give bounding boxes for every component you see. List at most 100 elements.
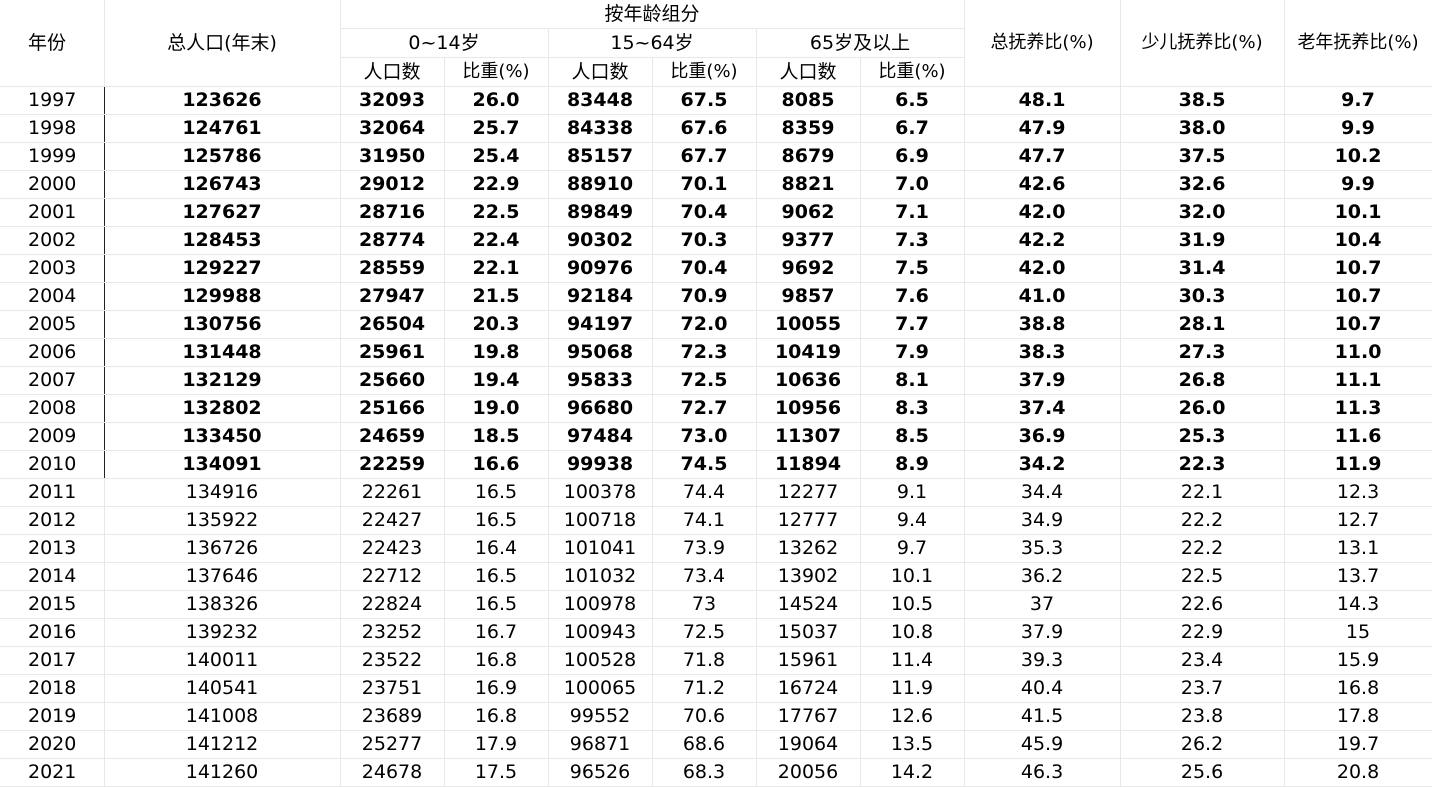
cell-population-0-14[interactable]: 22824 bbox=[340, 590, 445, 619]
cell-total-dependency[interactable]: 37.9 bbox=[964, 618, 1121, 647]
cell-total-dependency[interactable]: 35.3 bbox=[964, 534, 1121, 563]
cell-share-15-64[interactable]: 73.9 bbox=[652, 534, 757, 563]
cell-share-15-64[interactable]: 74.4 bbox=[652, 478, 757, 507]
cell-share-0-14[interactable]: 16.5 bbox=[444, 478, 549, 507]
cell-total-population[interactable]: 141008 bbox=[104, 702, 341, 731]
cell-share-0-14[interactable]: 16.5 bbox=[444, 562, 549, 591]
cell-total-population[interactable]: 136726 bbox=[104, 534, 341, 563]
header-child-dependency[interactable]: 少儿抚养比(%) bbox=[1120, 0, 1285, 87]
cell-population-15-64[interactable]: 90976 bbox=[548, 254, 653, 283]
cell-population-65-plus[interactable]: 13262 bbox=[756, 534, 861, 563]
cell-share-0-14[interactable]: 25.7 bbox=[444, 114, 549, 143]
cell-share-15-64[interactable]: 73.0 bbox=[652, 422, 757, 451]
cell-population-0-14[interactable]: 26504 bbox=[340, 310, 445, 339]
cell-population-15-64[interactable]: 85157 bbox=[548, 142, 653, 171]
cell-total-population[interactable]: 124761 bbox=[104, 114, 341, 143]
cell-old-dependency[interactable]: 17.8 bbox=[1284, 702, 1432, 731]
cell-child-dependency[interactable]: 22.9 bbox=[1120, 618, 1285, 647]
cell-child-dependency[interactable]: 27.3 bbox=[1120, 338, 1285, 367]
cell-total-population[interactable]: 138326 bbox=[104, 590, 341, 619]
cell-total-population[interactable]: 125786 bbox=[104, 142, 341, 171]
cell-total-population[interactable]: 130756 bbox=[104, 310, 341, 339]
cell-population-65-plus[interactable]: 10055 bbox=[756, 310, 861, 339]
cell-population-0-14[interactable]: 24678 bbox=[340, 758, 445, 787]
header-group-15-64[interactable]: 15~64岁 bbox=[548, 28, 757, 58]
cell-total-population[interactable]: 131448 bbox=[104, 338, 341, 367]
cell-share-65-plus[interactable]: 12.6 bbox=[860, 702, 965, 731]
cell-population-15-64[interactable]: 99552 bbox=[548, 702, 653, 731]
cell-population-65-plus[interactable]: 9062 bbox=[756, 198, 861, 227]
cell-total-dependency[interactable]: 41.0 bbox=[964, 282, 1121, 311]
cell-year[interactable]: 2006 bbox=[0, 338, 105, 367]
cell-population-0-14[interactable]: 23252 bbox=[340, 618, 445, 647]
cell-share-0-14[interactable]: 16.8 bbox=[444, 702, 549, 731]
header-population-0-14[interactable]: 人口数 bbox=[340, 57, 445, 87]
cell-total-population[interactable]: 128453 bbox=[104, 226, 341, 255]
cell-share-15-64[interactable]: 72.0 bbox=[652, 310, 757, 339]
cell-old-dependency[interactable]: 9.9 bbox=[1284, 170, 1432, 199]
cell-old-dependency[interactable]: 11.9 bbox=[1284, 450, 1432, 479]
cell-old-dependency[interactable]: 16.8 bbox=[1284, 674, 1432, 703]
cell-share-15-64[interactable]: 74.5 bbox=[652, 450, 757, 479]
cell-child-dependency[interactable]: 23.8 bbox=[1120, 702, 1285, 731]
cell-total-dependency[interactable]: 41.5 bbox=[964, 702, 1121, 731]
cell-old-dependency[interactable]: 11.6 bbox=[1284, 422, 1432, 451]
cell-population-65-plus[interactable]: 8679 bbox=[756, 142, 861, 171]
cell-share-0-14[interactable]: 16.8 bbox=[444, 646, 549, 675]
cell-share-0-14[interactable]: 21.5 bbox=[444, 282, 549, 311]
cell-child-dependency[interactable]: 25.6 bbox=[1120, 758, 1285, 787]
header-old-dependency[interactable]: 老年抚养比(%) bbox=[1284, 0, 1432, 87]
cell-population-15-64[interactable]: 92184 bbox=[548, 282, 653, 311]
cell-share-65-plus[interactable]: 14.2 bbox=[860, 758, 965, 787]
cell-total-population[interactable]: 134091 bbox=[104, 450, 341, 479]
cell-population-0-14[interactable]: 23522 bbox=[340, 646, 445, 675]
cell-population-65-plus[interactable]: 14524 bbox=[756, 590, 861, 619]
cell-old-dependency[interactable]: 9.7 bbox=[1284, 86, 1432, 115]
cell-population-65-plus[interactable]: 12277 bbox=[756, 478, 861, 507]
cell-population-65-plus[interactable]: 9857 bbox=[756, 282, 861, 311]
cell-year[interactable]: 2021 bbox=[0, 758, 105, 787]
cell-population-65-plus[interactable]: 10419 bbox=[756, 338, 861, 367]
cell-share-0-14[interactable]: 16.9 bbox=[444, 674, 549, 703]
cell-share-15-64[interactable]: 72.3 bbox=[652, 338, 757, 367]
cell-child-dependency[interactable]: 23.7 bbox=[1120, 674, 1285, 703]
cell-old-dependency[interactable]: 13.1 bbox=[1284, 534, 1432, 563]
cell-old-dependency[interactable]: 10.7 bbox=[1284, 310, 1432, 339]
cell-total-population[interactable]: 132802 bbox=[104, 394, 341, 423]
cell-share-15-64[interactable]: 72.5 bbox=[652, 618, 757, 647]
header-share-0-14[interactable]: 比重(%) bbox=[444, 57, 549, 87]
cell-population-15-64[interactable]: 100065 bbox=[548, 674, 653, 703]
cell-population-0-14[interactable]: 25660 bbox=[340, 366, 445, 395]
cell-total-dependency[interactable]: 40.4 bbox=[964, 674, 1121, 703]
cell-population-65-plus[interactable]: 20056 bbox=[756, 758, 861, 787]
cell-population-0-14[interactable]: 22423 bbox=[340, 534, 445, 563]
cell-child-dependency[interactable]: 22.1 bbox=[1120, 478, 1285, 507]
cell-child-dependency[interactable]: 32.0 bbox=[1120, 198, 1285, 227]
cell-share-0-14[interactable]: 20.3 bbox=[444, 310, 549, 339]
cell-share-15-64[interactable]: 68.6 bbox=[652, 730, 757, 759]
cell-total-population[interactable]: 134916 bbox=[104, 478, 341, 507]
cell-share-0-14[interactable]: 16.5 bbox=[444, 590, 549, 619]
cell-year[interactable]: 2003 bbox=[0, 254, 105, 283]
cell-year[interactable]: 2002 bbox=[0, 226, 105, 255]
cell-year[interactable]: 1999 bbox=[0, 142, 105, 171]
header-population-15-64[interactable]: 人口数 bbox=[548, 57, 653, 87]
cell-share-0-14[interactable]: 17.9 bbox=[444, 730, 549, 759]
cell-old-dependency[interactable]: 12.3 bbox=[1284, 478, 1432, 507]
cell-total-dependency[interactable]: 48.1 bbox=[964, 86, 1121, 115]
cell-population-0-14[interactable]: 25277 bbox=[340, 730, 445, 759]
cell-population-15-64[interactable]: 89849 bbox=[548, 198, 653, 227]
cell-population-65-plus[interactable]: 12777 bbox=[756, 506, 861, 535]
cell-share-0-14[interactable]: 19.0 bbox=[444, 394, 549, 423]
cell-child-dependency[interactable]: 31.9 bbox=[1120, 226, 1285, 255]
cell-share-15-64[interactable]: 73.4 bbox=[652, 562, 757, 591]
cell-old-dependency[interactable]: 10.1 bbox=[1284, 198, 1432, 227]
cell-share-15-64[interactable]: 74.1 bbox=[652, 506, 757, 535]
cell-share-15-64[interactable]: 70.6 bbox=[652, 702, 757, 731]
cell-year[interactable]: 2018 bbox=[0, 674, 105, 703]
cell-year[interactable]: 2017 bbox=[0, 646, 105, 675]
cell-total-dependency[interactable]: 38.3 bbox=[964, 338, 1121, 367]
cell-child-dependency[interactable]: 25.3 bbox=[1120, 422, 1285, 451]
cell-year[interactable]: 2008 bbox=[0, 394, 105, 423]
cell-population-65-plus[interactable]: 9692 bbox=[756, 254, 861, 283]
